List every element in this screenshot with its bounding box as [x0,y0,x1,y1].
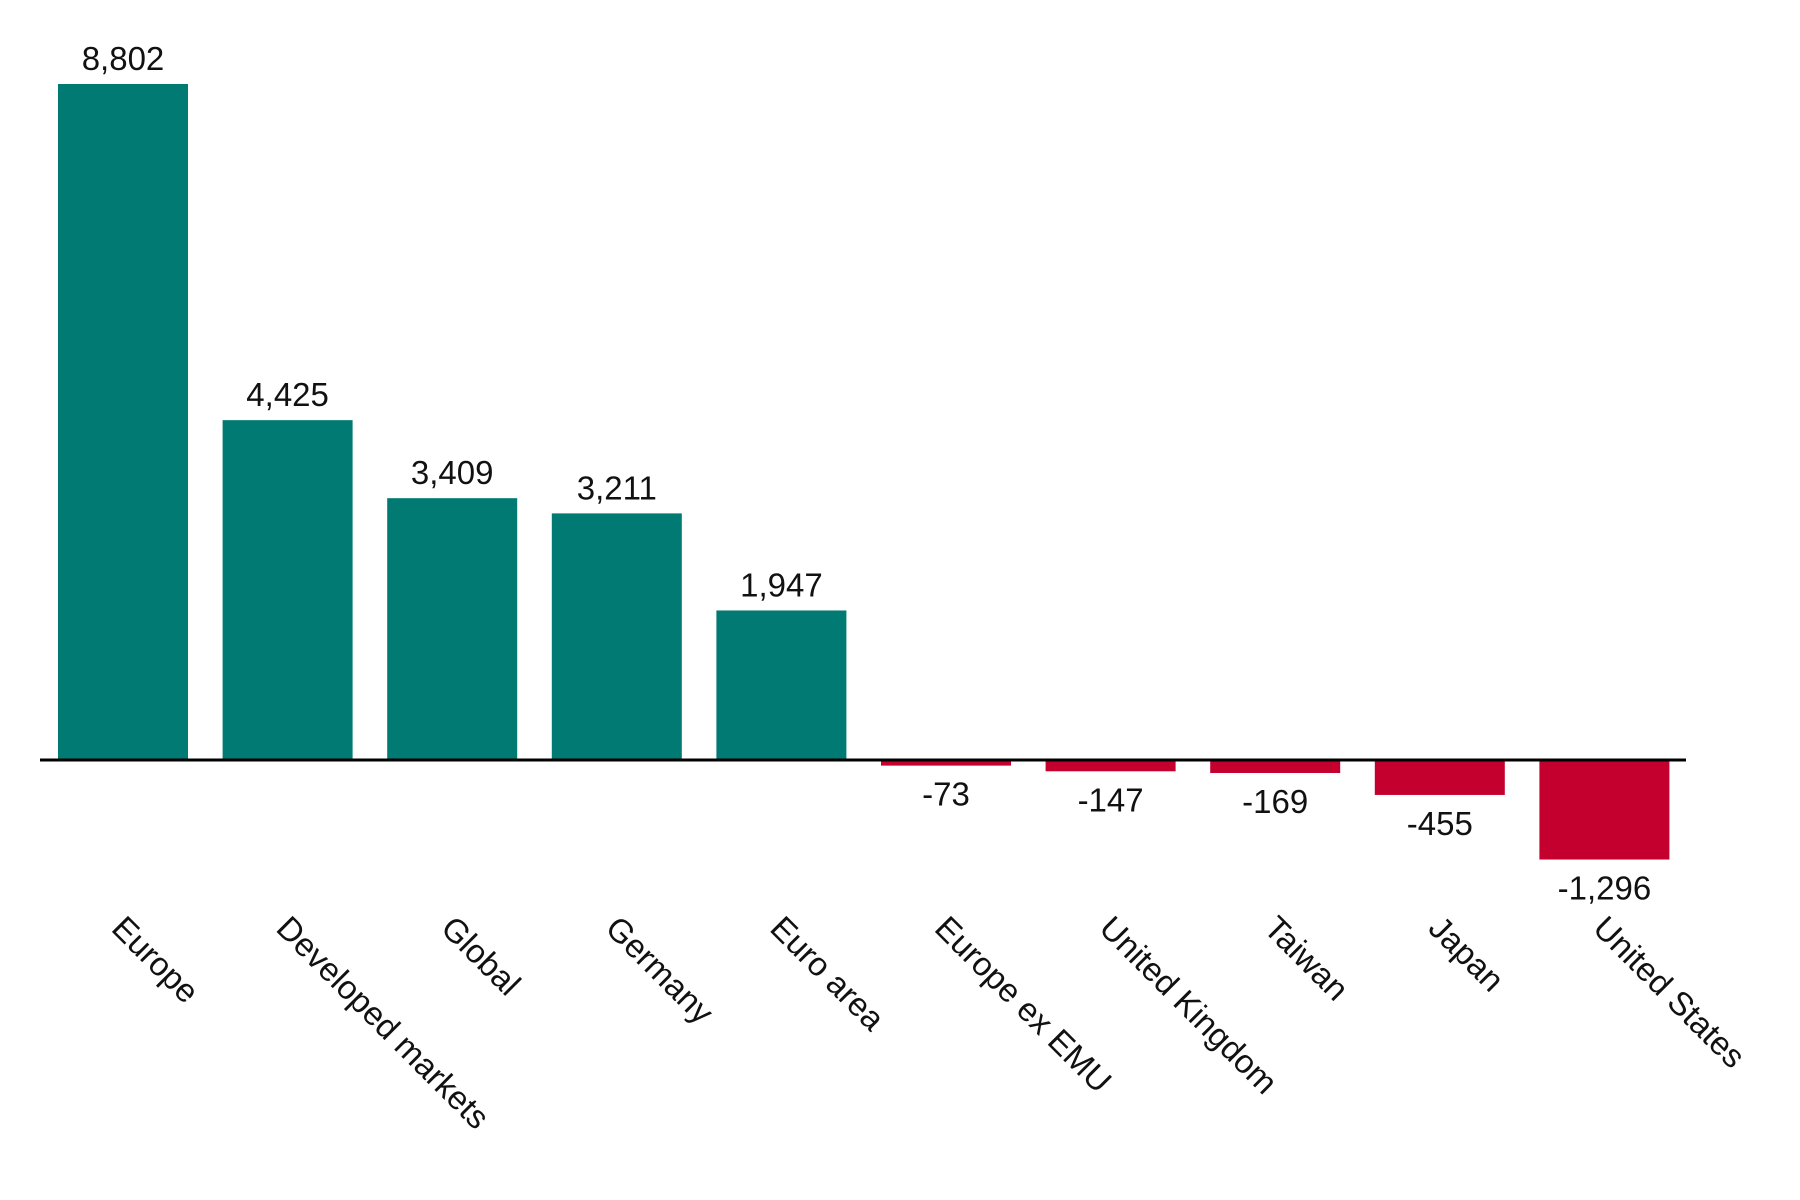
value-label-united-kingdom: -147 [1078,781,1144,818]
bars-group [58,84,1670,860]
bar-europe [58,84,188,760]
value-label-europe: 8,802 [82,40,165,77]
bar-united-kingdom [1045,760,1176,772]
value-label-germany: 3,211 [577,469,657,506]
category-label-europe: Europe [105,909,206,1010]
category-label-europe-ex-emu: Europe ex EMU [928,909,1119,1100]
category-label-germany: Germany [599,909,721,1031]
bar-taiwan [1210,760,1341,773]
category-label-japan: Japan [1422,909,1512,999]
value-label-taiwan: -169 [1242,783,1308,820]
category-label-taiwan: Taiwan [1257,909,1356,1008]
bar-developed-markets [222,420,353,760]
value-label-united-states: -1,296 [1558,870,1652,907]
category-label-united-kingdom: United Kingdom [1093,909,1285,1101]
bar-germany [551,513,682,760]
value-label-developed-markets: 4,425 [246,376,329,413]
bar-euro-area [716,610,847,760]
value-labels-group: 8,802 4,425 3,409 3,211 1,947 -73 -147 -169 -455… [82,40,1651,907]
bar-europe-ex-emu [881,760,1011,766]
bar-united-states [1539,760,1670,860]
category-label-united-states: United States [1586,909,1752,1075]
bar-japan [1374,760,1505,795]
value-label-euro-area: 1,947 [740,566,823,603]
category-label-global: Global [434,909,528,1003]
value-label-japan: -455 [1407,805,1473,842]
value-label-global: 3,409 [411,454,494,491]
bar-global [387,498,518,760]
category-label-euro-area: Euro area [763,909,892,1038]
value-label-europe-ex-emu: -73 [922,776,970,813]
